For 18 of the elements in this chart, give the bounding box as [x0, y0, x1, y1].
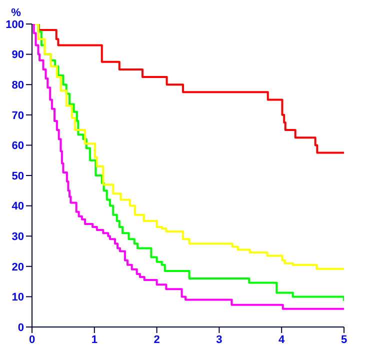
x-tick-label: 4: [278, 334, 286, 346]
y-tick-label: 10: [12, 292, 24, 304]
y-tick-label: 80: [12, 80, 24, 92]
y-tick-label: 50: [12, 170, 24, 182]
x-tick-label: 5: [340, 334, 348, 346]
x-tick-label: 3: [216, 334, 222, 346]
y-axis-title: %: [11, 7, 22, 19]
y-tick-label: 40: [12, 200, 24, 213]
y-tick-label: 30: [12, 231, 24, 244]
y-tick-label: 100: [6, 18, 24, 31]
y-tick-label: 0: [18, 322, 24, 334]
x-tick-label: 1: [91, 334, 98, 346]
y-tick-label: 90: [12, 49, 24, 62]
y-tick-label: 20: [12, 261, 24, 274]
y-tick-label: 70: [12, 110, 24, 122]
x-tick-label: 2: [154, 334, 160, 346]
x-tick-label: 0: [28, 334, 36, 346]
y-tick-label: 60: [12, 140, 24, 152]
